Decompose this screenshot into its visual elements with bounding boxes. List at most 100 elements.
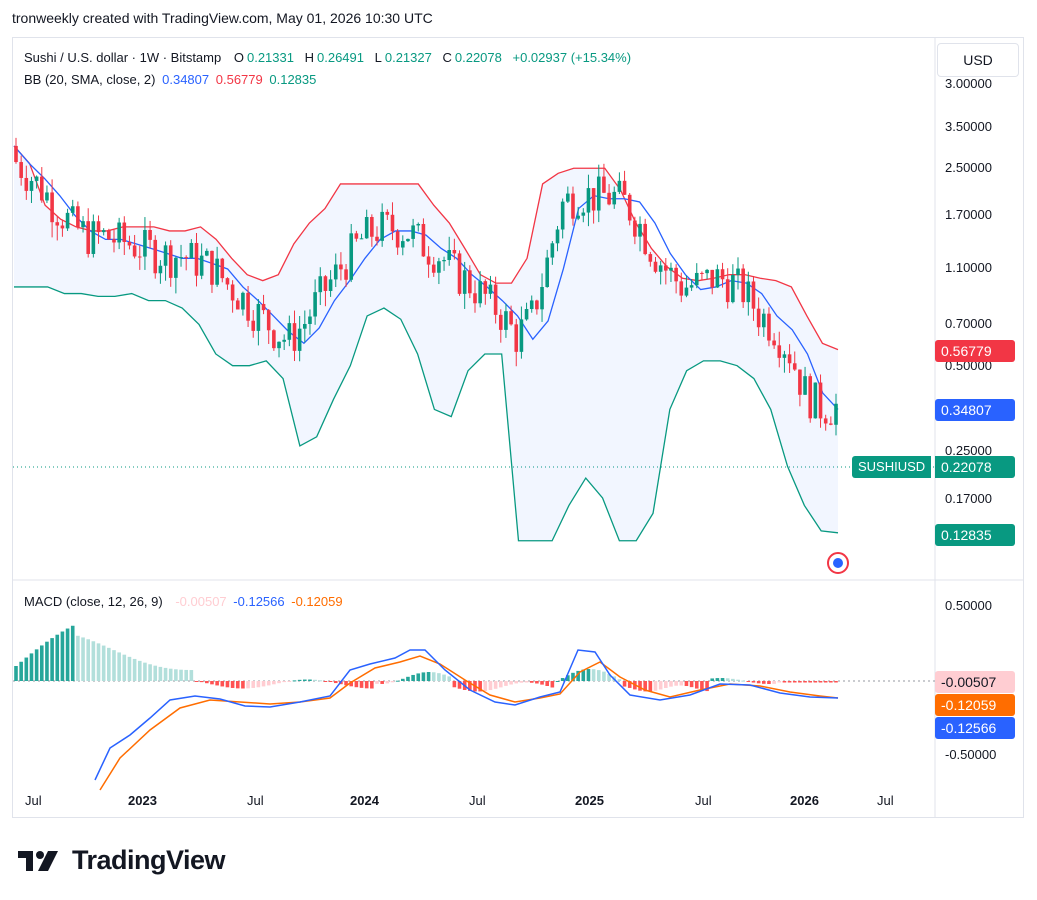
candle-body bbox=[736, 268, 740, 275]
macd-histogram-bar bbox=[555, 681, 560, 682]
candle-body bbox=[127, 241, 132, 246]
macd-histogram-bar bbox=[158, 666, 163, 681]
candle-body bbox=[220, 258, 225, 279]
bb-lower-price-label: 0.12835 bbox=[935, 524, 1015, 546]
candle-body bbox=[91, 221, 96, 254]
candle-body bbox=[787, 354, 792, 364]
candle-body bbox=[143, 229, 147, 257]
candle-body bbox=[174, 257, 178, 278]
candle-body bbox=[813, 382, 818, 419]
price-tick: 2.50000 bbox=[945, 160, 992, 175]
chart-frame bbox=[12, 37, 1024, 818]
candle-body bbox=[777, 345, 782, 358]
macd-histogram-bar bbox=[65, 628, 70, 681]
macd-histogram-bar bbox=[540, 681, 544, 685]
macd-histogram-bar bbox=[798, 681, 802, 683]
candle-body bbox=[19, 162, 23, 178]
macd-histogram-bar bbox=[674, 681, 678, 686]
macd-histogram-bar bbox=[148, 664, 152, 681]
macd-histogram-bar bbox=[112, 650, 116, 681]
low-label: L bbox=[374, 50, 382, 65]
low-value: 0.21327 bbox=[384, 50, 432, 65]
macd-histogram-bar bbox=[199, 681, 204, 683]
macd-histogram-bar bbox=[411, 674, 415, 681]
candle-body bbox=[370, 217, 374, 237]
macd-histogram-bar bbox=[359, 681, 364, 688]
macd-histogram-bar bbox=[107, 647, 111, 681]
candle-body bbox=[720, 269, 725, 280]
candle-body bbox=[622, 180, 627, 195]
candle-body bbox=[705, 269, 709, 274]
macd-histogram-bar bbox=[488, 681, 493, 691]
candle-body bbox=[493, 284, 498, 315]
event-flag-icon-inner bbox=[833, 558, 843, 568]
macd-histogram-bar bbox=[509, 681, 513, 685]
bb-upper-value: 0.56779 bbox=[215, 72, 263, 87]
candle-body bbox=[560, 201, 565, 230]
candle-body bbox=[359, 238, 364, 240]
macd-histogram-bar bbox=[813, 681, 818, 683]
macd-histogram-bar bbox=[457, 681, 462, 689]
price-tick: 0.17000 bbox=[945, 491, 992, 506]
bb-basis-price-label: 0.34807 bbox=[935, 399, 1015, 421]
candle-body bbox=[545, 257, 549, 288]
bb-fill bbox=[14, 145, 838, 541]
macd-histogram-bar bbox=[50, 638, 54, 681]
macd-histogram-bar bbox=[225, 681, 230, 688]
macd-histogram-bar bbox=[437, 673, 441, 681]
candle-body bbox=[137, 256, 142, 258]
candle-body bbox=[65, 212, 70, 229]
macd-histogram-bar bbox=[529, 681, 534, 683]
currency-button[interactable]: USD bbox=[937, 43, 1019, 77]
candle-body bbox=[287, 323, 292, 340]
candle-body bbox=[251, 320, 256, 331]
candle-body bbox=[653, 261, 658, 272]
macd-histogram-bar bbox=[39, 645, 44, 681]
macd-histogram-bar bbox=[318, 680, 323, 682]
tradingview-logo[interactable]: TradingView bbox=[16, 845, 226, 876]
macd-histogram-bar bbox=[277, 681, 281, 684]
macd-histogram-bar bbox=[235, 681, 240, 689]
time-tick: Jul bbox=[469, 793, 486, 808]
candle-body bbox=[266, 310, 271, 331]
price-tick: 3.50000 bbox=[945, 119, 992, 134]
price-tick: 1.70000 bbox=[945, 207, 992, 222]
candle-body bbox=[163, 245, 168, 266]
candle-body bbox=[215, 258, 219, 285]
candle-body bbox=[400, 241, 405, 248]
candle-body bbox=[132, 245, 137, 257]
candle-body bbox=[24, 177, 29, 191]
candle-body bbox=[395, 231, 400, 248]
macd-histogram-bar bbox=[452, 681, 457, 688]
candle-body bbox=[643, 223, 647, 255]
macd-histogram-bar bbox=[684, 681, 689, 687]
candle-body bbox=[462, 270, 467, 294]
candle-body bbox=[50, 192, 54, 223]
candle-body bbox=[596, 176, 601, 211]
symbol-price-label: SUSHIUSD bbox=[852, 456, 932, 478]
candle-body bbox=[225, 278, 230, 285]
candle-body bbox=[308, 316, 312, 324]
candle-body bbox=[798, 369, 802, 395]
candle-body bbox=[529, 300, 534, 310]
macd-histogram-bar bbox=[602, 671, 606, 681]
bb-legend[interactable]: BB (20, SMA, close, 2) 0.34807 0.56779 0… bbox=[24, 72, 319, 87]
candle-body bbox=[256, 303, 261, 331]
candle-body bbox=[674, 267, 678, 282]
candle-body bbox=[81, 221, 85, 228]
macd-legend[interactable]: MACD (close, 12, 26, 9) -0.00507 -0.1256… bbox=[24, 594, 346, 609]
candle-body bbox=[700, 272, 704, 274]
macd-histogram-bar bbox=[756, 681, 761, 684]
candle-body bbox=[442, 259, 446, 262]
candle-body bbox=[818, 382, 823, 419]
candle-body bbox=[117, 222, 121, 243]
candle-body bbox=[349, 233, 354, 280]
macd-histogram-bar bbox=[45, 641, 49, 681]
candle-body bbox=[323, 276, 328, 291]
macd-histogram-bar bbox=[179, 669, 183, 681]
candle-body bbox=[55, 222, 60, 226]
macd-histogram-bar bbox=[741, 680, 745, 682]
candle-body bbox=[581, 212, 586, 216]
ohlc-legend: Sushi / U.S. dollar · 1W · Bitstamp O 0.2… bbox=[24, 50, 634, 65]
